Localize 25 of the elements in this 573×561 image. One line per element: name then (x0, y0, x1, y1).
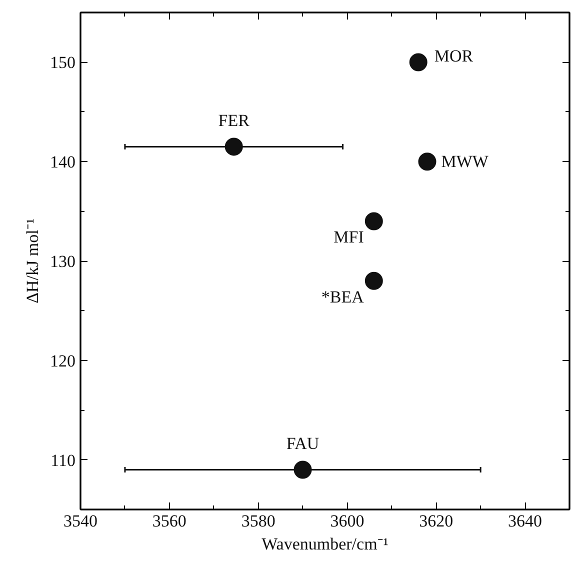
x-tick-label: 3640 (508, 512, 542, 530)
y-tick-label: 130 (50, 252, 76, 271)
annotation: FAU (286, 434, 320, 454)
annotation: FER (218, 111, 250, 130)
point (294, 460, 312, 479)
point (364, 212, 383, 230)
point (409, 53, 428, 72)
x-tick-label: 3580 (241, 512, 276, 530)
y-tick-label: 140 (50, 152, 76, 172)
y-tick-label: 110 (50, 450, 76, 470)
point (418, 152, 436, 171)
y-tick-label: 150 (50, 53, 76, 72)
annotation: MOR (434, 46, 474, 66)
y-tick-label: 120 (50, 351, 76, 370)
x-tick-label: 3600 (330, 512, 364, 530)
point (364, 272, 383, 290)
point (224, 138, 243, 156)
annotation: MFI (334, 228, 364, 247)
annotation: MWW (441, 152, 490, 172)
x-tick-label: 3540 (64, 512, 98, 530)
x-tick-label: 3620 (419, 512, 454, 530)
y-axis-title: ΔH/kJ mol⁻¹ (23, 218, 42, 304)
annotation: *BEA (321, 287, 365, 306)
x-axis-title: Wavenumber/cm⁻¹ (262, 534, 388, 554)
x-tick-label: 3560 (152, 512, 186, 530)
